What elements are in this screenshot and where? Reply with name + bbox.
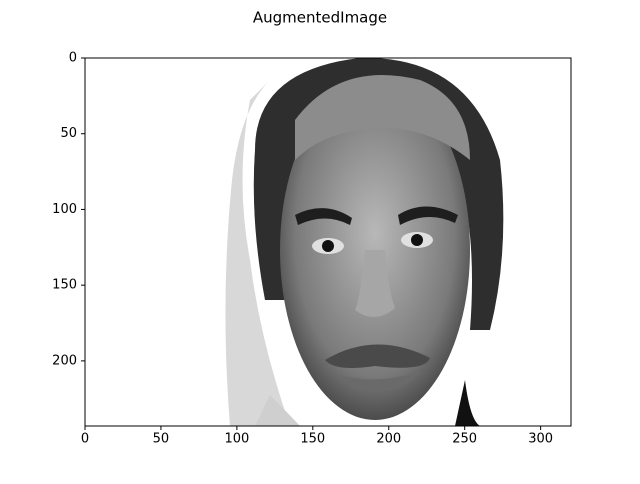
x-tick-label: 300 bbox=[528, 432, 553, 447]
y-tick-label: 150 bbox=[52, 278, 77, 293]
y-tick-label: 100 bbox=[52, 202, 77, 217]
x-tick-label: 150 bbox=[300, 432, 325, 447]
x-tick-label: 250 bbox=[452, 432, 477, 447]
y-tick-label: 0 bbox=[69, 51, 77, 66]
plot-frame bbox=[84, 57, 572, 427]
x-tick-label: 0 bbox=[81, 432, 89, 447]
chart-title: AugmentedImage bbox=[253, 9, 387, 27]
x-tick-label: 200 bbox=[376, 432, 401, 447]
y-tick-label: 200 bbox=[52, 353, 77, 368]
x-tick-label: 50 bbox=[153, 432, 170, 447]
x-tick-label: 100 bbox=[224, 432, 249, 447]
image bbox=[85, 58, 571, 426]
y-tick-label: 50 bbox=[60, 126, 77, 141]
